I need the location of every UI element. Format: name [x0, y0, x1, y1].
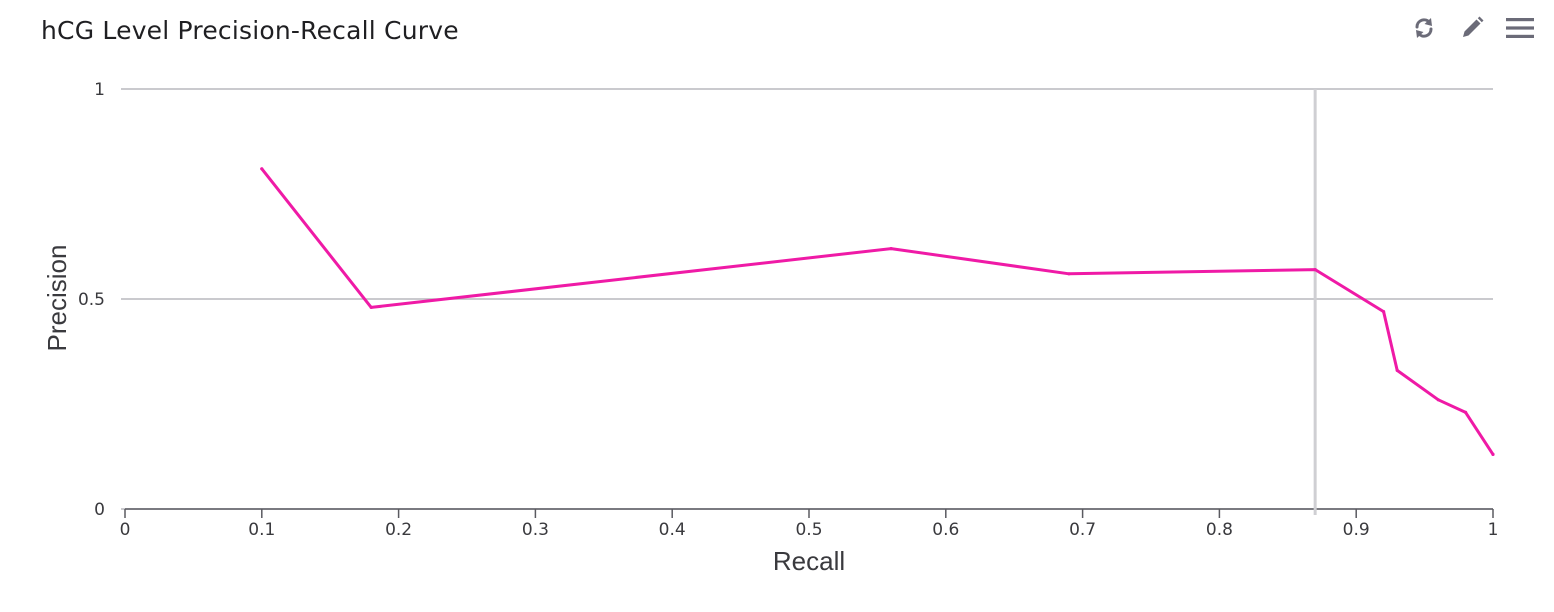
series-layer — [260, 89, 1495, 515]
data-point — [369, 305, 373, 309]
pencil-icon — [1463, 16, 1484, 37]
data-point — [1491, 452, 1495, 456]
y-tick-label: 1 — [94, 80, 105, 100]
data-point — [1313, 268, 1317, 272]
data-point — [1067, 272, 1071, 276]
edit-button[interactable] — [1456, 12, 1488, 44]
data-point — [260, 167, 264, 171]
grid-layer — [121, 88, 1493, 510]
data-point — [1436, 398, 1440, 402]
refresh-button[interactable] — [1408, 12, 1440, 44]
chart-toolbar — [1408, 12, 1536, 44]
x-tick-label: 0.4 — [659, 520, 686, 540]
x-axis: 0 0.1 0.2 0.3 0.4 0.5 0.6 0.7 0.8 0.9 1 — [120, 508, 1499, 540]
x-tick-label: 0.8 — [1206, 520, 1233, 540]
data-point — [1381, 310, 1386, 314]
data-point — [889, 247, 893, 251]
x-tick-label: 0 — [120, 520, 131, 540]
data-point — [1464, 410, 1468, 414]
hamburger-menu-icon — [1506, 18, 1534, 38]
y-tick-label: 0.5 — [78, 290, 105, 310]
x-tick-label: 0.1 — [248, 520, 275, 540]
chart-title: hCG Level Precision-Recall Curve — [41, 16, 459, 45]
precision-recall-line — [260, 167, 1495, 456]
refresh-icon — [1415, 18, 1433, 38]
x-tick-label: 0.3 — [522, 520, 549, 540]
x-tick-label: 0.5 — [795, 520, 822, 540]
y-tick-label: 0 — [94, 500, 105, 520]
y-axis-label: Precision — [42, 245, 72, 352]
y-axis: 00.51 — [78, 80, 105, 520]
x-tick-label: 0.7 — [1069, 520, 1096, 540]
x-tick-label: 0.9 — [1343, 520, 1370, 540]
data-point — [1395, 368, 1399, 372]
x-tick-label: 0.2 — [385, 520, 412, 540]
menu-button[interactable] — [1504, 12, 1536, 44]
x-tick-label: 0.6 — [932, 520, 959, 540]
x-tick-label: 1 — [1488, 520, 1499, 540]
x-axis-label: Recall — [773, 546, 845, 576]
